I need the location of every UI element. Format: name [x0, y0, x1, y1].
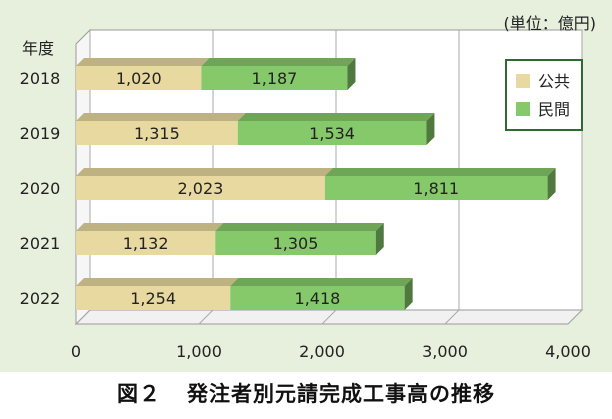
bar-top-2020-1: [324, 168, 556, 176]
value-label-2021-1: 1,305: [273, 234, 319, 253]
bar-top-2018-1: [201, 58, 356, 66]
bar-top-2021-1: [215, 223, 384, 231]
bar-2018-1: [201, 66, 348, 90]
bar-2021-0: [76, 231, 216, 255]
legend-swatch-1: [516, 102, 530, 116]
gridline-floor-1: [198, 309, 214, 325]
category-label-2022: 2022: [20, 289, 61, 308]
figure-caption: 図２ 発注者別元請完成工事高の推移: [0, 378, 612, 408]
value-label-2019-0: 1,315: [134, 124, 180, 143]
gridline-floor-3: [444, 309, 460, 325]
bar-top-2022-0: [76, 278, 239, 286]
bar-end-2019: [426, 113, 435, 145]
legend-label-1: 民間: [538, 100, 570, 119]
bar-top-2022-1: [230, 278, 413, 286]
bar-top-2018-0: [76, 58, 210, 66]
bar-2021-1: [215, 231, 376, 255]
value-label-2022-0: 1,254: [130, 289, 176, 308]
bar-2020-1: [324, 176, 548, 200]
x-tick-label-3: 3,000: [422, 342, 468, 361]
bar-top-2020-0: [76, 168, 333, 176]
category-label-2020: 2020: [20, 179, 61, 198]
bar-2019-1: [237, 121, 427, 145]
x-tick-label-0: 0: [71, 342, 81, 361]
figure-number: 図２: [117, 382, 161, 406]
bar-top-2019-1: [237, 113, 435, 121]
bar-end-2021: [375, 223, 384, 255]
bar-end-2022: [404, 278, 413, 310]
bar-end-2020: [547, 168, 556, 200]
value-label-2020-1: 1,811: [413, 179, 459, 198]
category-label-2021: 2021: [20, 234, 61, 253]
unit-label: (単位：億円): [503, 14, 597, 33]
bar-top-2019-0: [76, 113, 246, 121]
legend-swatch-0: [516, 74, 530, 88]
figure-title: 発注者別元請完成工事高の推移: [187, 382, 495, 406]
category-label-2018: 2018: [20, 69, 61, 88]
bar-end-2018: [347, 58, 356, 90]
x-tick-label-2: 2,000: [299, 342, 345, 361]
chart-panel: 0 1,000 2,000 3,000 4,000 年度 2018 1,020 1,187 201…: [0, 0, 612, 372]
legend: [505, 59, 583, 131]
value-label-2021-0: 1,132: [123, 234, 169, 253]
bar-top-2021-0: [76, 223, 224, 231]
legend-label-0: 公共: [538, 72, 570, 91]
bar-2022-0: [76, 286, 231, 310]
value-label-2020-0: 2,023: [178, 179, 224, 198]
bar-2020-0: [76, 176, 325, 200]
value-label-2022-1: 1,418: [295, 289, 341, 308]
category-label-2019: 2019: [20, 124, 61, 143]
gridline-floor-2: [321, 309, 337, 325]
gridline-floor-0: [75, 309, 91, 325]
bar-2018-0: [76, 66, 202, 90]
x-tick-label-1: 1,000: [176, 342, 222, 361]
gridline-floor-4: [567, 309, 583, 325]
bar-2022-1: [230, 286, 405, 310]
bar-chart: 0 1,000 2,000 3,000 4,000 年度 2018 1,020 1,187 201…: [20, 28, 591, 361]
bar-2019-0: [76, 121, 238, 145]
x-tick-label-4: 4,000: [545, 342, 591, 361]
y-axis-title: 年度: [22, 39, 54, 58]
value-label-2018-1: 1,187: [252, 69, 298, 88]
value-label-2019-1: 1,534: [309, 124, 355, 143]
value-label-2018-0: 1,020: [116, 69, 162, 88]
